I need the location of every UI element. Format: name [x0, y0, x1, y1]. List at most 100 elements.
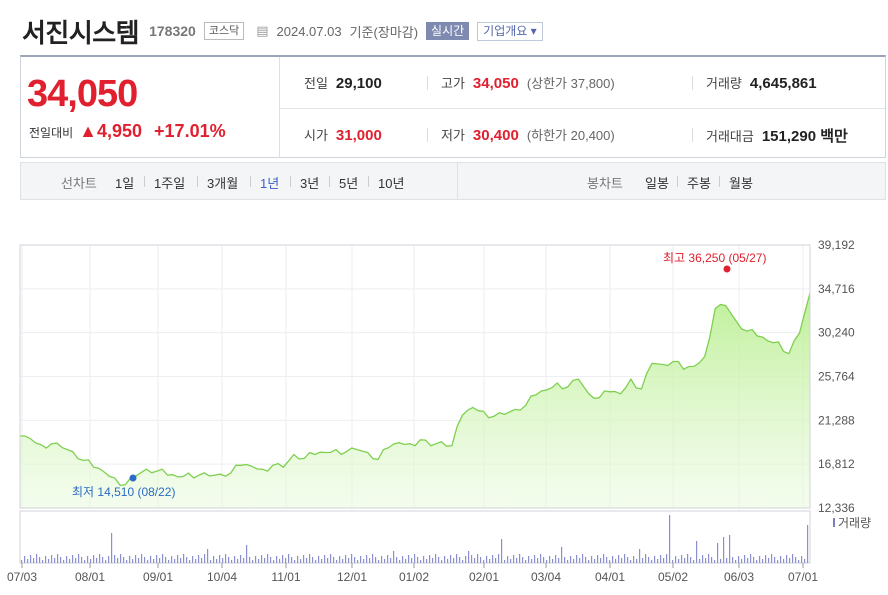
volume-bar: [564, 557, 566, 563]
volume-bar: [90, 559, 92, 563]
x-tick-label: 03/04: [531, 570, 561, 584]
document-icon[interactable]: ▤: [256, 23, 269, 38]
volume-bar: [414, 554, 416, 563]
volume-bar: [540, 554, 542, 563]
open-value: 31,000: [335, 127, 382, 144]
volume-bar: [768, 558, 770, 563]
volume-bar: [675, 556, 677, 563]
tab-daily-candle[interactable]: 일봉: [645, 176, 669, 191]
volume-bar: [75, 558, 77, 563]
volume-bar: [78, 554, 80, 563]
volume-bar: [48, 559, 50, 563]
volume-bar: [255, 556, 257, 563]
volume-bar: [363, 559, 365, 563]
volume-bar: [693, 560, 695, 563]
volume-bar: [522, 557, 524, 563]
y-tick-label: 21,288: [818, 413, 855, 427]
tab-3m[interactable]: 3개월: [207, 176, 239, 191]
volume-bar: [366, 555, 368, 563]
volume-bar: [222, 558, 224, 563]
volume-bar: [309, 554, 311, 563]
volume-bar: [480, 557, 482, 563]
volume-bar: [297, 556, 299, 563]
volume-bar: [234, 556, 236, 563]
tab-1y[interactable]: 1년: [260, 176, 280, 191]
volume-bar: [252, 560, 254, 563]
realtime-button[interactable]: 실시간: [426, 22, 470, 40]
stock-code: 178320: [149, 23, 196, 39]
volume-bar: [63, 560, 65, 563]
y-tick-label: 25,764: [818, 370, 855, 384]
volume-bar: [621, 558, 623, 563]
volume-bar: [660, 555, 662, 563]
tab-5y[interactable]: 5년: [339, 176, 359, 191]
volume-bar: [195, 559, 197, 563]
x-tick-label: 04/01: [595, 570, 625, 584]
volume-bar: [396, 557, 398, 563]
volume-bar: [111, 533, 113, 563]
volume-bar: [240, 555, 242, 563]
price-area: [20, 292, 810, 508]
amount-value: 151,290 백만: [761, 128, 848, 145]
volume-bar: [291, 557, 293, 563]
volume-bar: [393, 551, 395, 563]
volume-bar: [741, 559, 743, 563]
volume-bar: [87, 556, 89, 563]
volume-bar: [177, 555, 179, 563]
volume-bar: [72, 555, 74, 563]
volume-bar: [447, 559, 449, 563]
current-price: 34,050: [27, 73, 138, 115]
volume-bar: [342, 559, 344, 563]
volume-bar: [375, 557, 377, 563]
volume-bar: [453, 558, 455, 563]
volume-bar: [462, 560, 464, 563]
volume-bar: [747, 558, 749, 563]
volume-bar: [474, 558, 476, 563]
volume-bar: [714, 560, 716, 563]
volume-bar: [336, 560, 338, 563]
volume-bar: [498, 554, 500, 563]
quote-date: 2024.07.03: [276, 23, 342, 39]
tab-monthly-candle[interactable]: 월봉: [729, 176, 753, 191]
company-overview-dropdown[interactable]: 기업개요 ▾: [477, 21, 543, 41]
tab-10y[interactable]: 10년: [378, 176, 405, 191]
volume-bar: [780, 556, 782, 563]
volume-bar: [102, 557, 104, 563]
max-marker: [723, 265, 731, 273]
volume-bar: [237, 559, 239, 563]
volume-bar: [24, 556, 26, 563]
volume-legend: 거래량: [838, 516, 871, 530]
volume-bar: [642, 558, 644, 563]
x-tick-label: 01/02: [399, 570, 429, 584]
volume-bar: [387, 555, 389, 563]
tab-1d[interactable]: 1일: [115, 176, 135, 191]
volume-bar: [273, 560, 275, 563]
tab-3y[interactable]: 3년: [300, 176, 320, 191]
x-tick-label: 07/03: [7, 570, 37, 584]
tab-weekly-candle[interactable]: 주봉: [687, 176, 711, 191]
tab-1w[interactable]: 1주일: [154, 176, 186, 191]
x-tick-label: 05/02: [658, 570, 688, 584]
volume-bar: [60, 557, 62, 563]
volume-bar: [537, 558, 539, 563]
volume-bar: [501, 539, 503, 563]
volume-bar: [228, 557, 230, 563]
volume-bar: [771, 554, 773, 563]
price-line: [19, 292, 811, 486]
volume-bar: [597, 555, 599, 563]
volume-bar: [459, 557, 461, 563]
x-tick-label: 08/01: [75, 570, 105, 584]
volume-bar: [492, 555, 494, 563]
volume-bar: [189, 560, 191, 563]
volume-value: 4,645,861: [749, 75, 817, 92]
volume-bar: [294, 560, 296, 563]
volume-bar: [717, 543, 719, 563]
volume-bar: [672, 560, 674, 563]
volume-bar: [627, 557, 629, 563]
change-label: 전일대비: [29, 126, 74, 140]
volume-bar: [243, 558, 245, 563]
volume-bar: [321, 559, 323, 563]
volume-bar: [129, 556, 131, 563]
volume-bar: [144, 557, 146, 563]
low-label: 저가: [441, 128, 465, 143]
